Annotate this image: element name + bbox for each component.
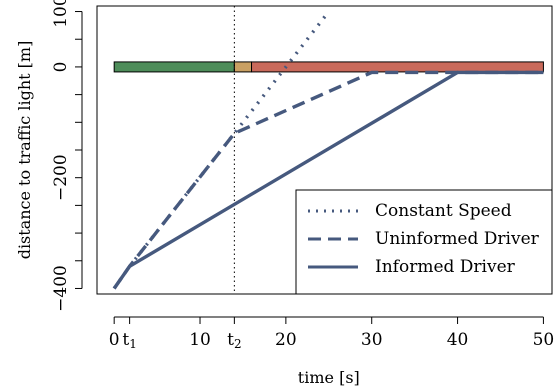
x-tick-label: t1 [122,330,136,351]
light-phase-segment-2 [251,61,544,73]
legend-label: Informed Driver [375,257,516,277]
light-phase-segment-0 [113,61,235,73]
x-tick-label: 20 [275,330,297,350]
y-axis-label: distance to traffic light [m] [15,41,34,260]
series-line-dashed [112,70,544,290]
y-axis: −400 −200 0 100 [51,0,83,312]
traffic-light-phase-bar [113,61,544,73]
x-tick-label: 30 [361,330,383,350]
legend-box [295,189,553,295]
x-tick-label: t2 [227,330,241,351]
x-axis-label: time [s] [298,368,360,387]
y-tick-label: 100 [51,0,71,28]
series-lines [112,10,544,290]
x-tick-label: 0 [109,330,120,350]
y-tick-label: 0 [51,62,71,73]
legend: Constant Speed Uninformed Driver Informed … [295,189,553,295]
light-phase-segment-1 [233,61,253,73]
x-axis: 0 t1 10 t2 20 30 40 50 [109,316,555,351]
y-tick-label: −400 [51,265,71,312]
y-tick-label: −200 [51,154,71,201]
x-tick-label: 10 [189,330,211,350]
legend-label: Constant Speed [375,201,512,221]
series-line-solid [112,70,544,290]
x-tick-label: 40 [447,330,469,350]
legend-label: Uninformed Driver [375,229,540,249]
x-tick-label: 50 [533,330,555,350]
